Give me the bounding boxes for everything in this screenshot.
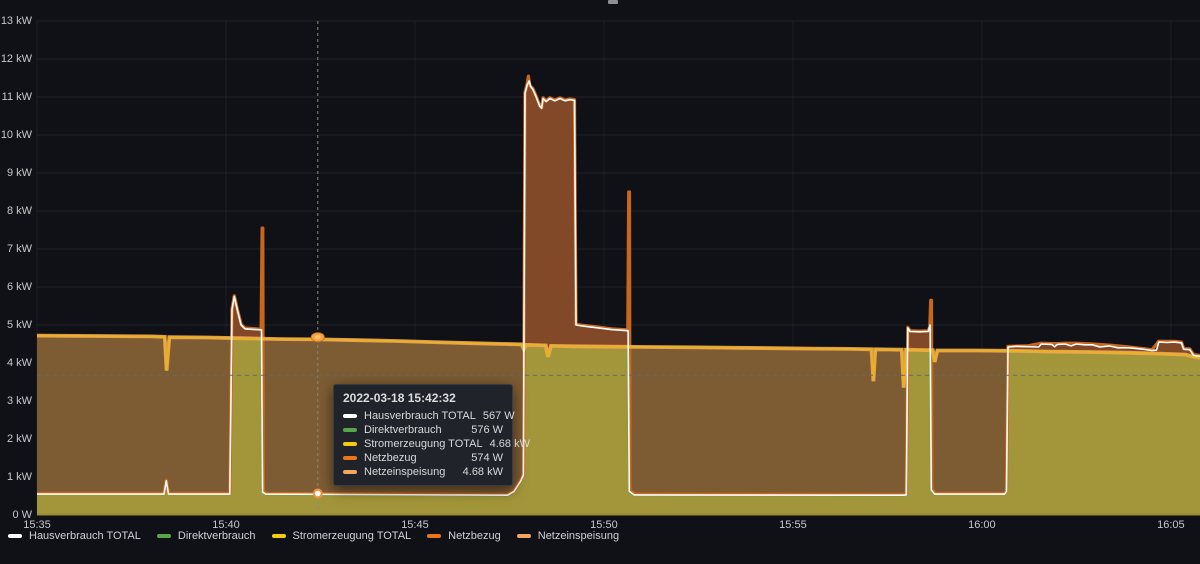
- x-tick-label: 15:35: [23, 519, 51, 531]
- x-tick-label: 16:00: [968, 519, 996, 531]
- legend-color-swatch: [516, 534, 531, 538]
- legend-label: Direktverbrauch: [177, 530, 256, 542]
- tooltip-series-value: 567 W: [482, 410, 515, 422]
- legend-color-swatch: [271, 534, 286, 538]
- y-tick-label: 8 kW: [6, 205, 32, 217]
- y-tick-label: 2 kW: [6, 433, 32, 445]
- legend-label: Netzbezug: [448, 530, 501, 542]
- legend-color-swatch: [156, 534, 171, 538]
- legend-label: Hausverbrauch TOTAL: [29, 530, 141, 542]
- tooltip-row: Stromerzeugung TOTAL 4.68 kW: [343, 438, 530, 450]
- legend-label: Stromerzeugung TOTAL: [292, 530, 412, 542]
- tooltip-series-label: Netzeinspeisung: [364, 466, 446, 478]
- tooltip-series-label: Direktverbrauch: [364, 424, 442, 436]
- direct-use-area: [37, 338, 1200, 515]
- y-tick-label: 11 kW: [1, 91, 32, 103]
- legend-item-netzeinspeisung[interactable]: Netzeinspeisung: [516, 530, 620, 542]
- y-tick-label: 5 kW: [6, 319, 32, 331]
- legend-color-swatch: [427, 534, 442, 538]
- y-tick-label: 1 kW: [6, 471, 32, 483]
- y-tick-label: 9 kW: [6, 167, 32, 179]
- tooltip-series-label: Hausverbrauch TOTAL: [364, 410, 476, 422]
- y-tick-label: 12 kW: [0, 53, 32, 65]
- tooltip: 2022-03-18 15:42:32 Hausverbrauch TOTAL 5…: [333, 384, 530, 486]
- series-color-swatch: [343, 442, 357, 446]
- x-tick-label: 15:45: [401, 519, 429, 531]
- tooltip-series-label: Netzbezug: [364, 452, 417, 464]
- series-color-swatch: [343, 414, 357, 418]
- tooltip-series-value: 4.68 kW: [462, 466, 503, 478]
- legend: Hausverbrauch TOTAL Direktverbrauch Strome…: [8, 530, 619, 542]
- tooltip-row: Netzbezug 574 W: [343, 452, 503, 464]
- tooltip-series-value: 574 W: [471, 452, 503, 464]
- legend-color-swatch: [8, 534, 22, 538]
- series-color-swatch: [343, 428, 357, 432]
- series-hausverbrauch-line: [37, 80, 1200, 496]
- y-tick-label: 6 kW: [6, 281, 32, 293]
- legend-item-hausverbrauch-total[interactable]: Hausverbrauch TOTAL: [8, 530, 141, 542]
- x-tick-label: 15:55: [779, 519, 807, 531]
- panel-title-fragment: [608, 0, 618, 4]
- legend-item-netzbezug[interactable]: Netzbezug: [427, 530, 501, 542]
- y-tick-label: 10 kW: [0, 129, 32, 141]
- x-tick-label: 15:40: [212, 519, 240, 531]
- tooltip-row: Hausverbrauch TOTAL 567 W: [343, 410, 515, 422]
- x-tick-label: 16:05: [1157, 519, 1185, 531]
- tooltip-timestamp: 2022-03-18 15:42:32: [343, 391, 456, 405]
- series-color-swatch: [343, 456, 357, 460]
- series-stromerzeugung-line: [36, 334, 1200, 388]
- tooltip-series-label: Stromerzeugung TOTAL: [364, 438, 483, 450]
- legend-label: Netzeinspeisung: [537, 530, 620, 542]
- hover-marker-hausverbrauch: [315, 490, 321, 497]
- tooltip-series-value: 4.68 kW: [489, 438, 530, 450]
- y-tick-label: 7 kW: [6, 243, 32, 255]
- y-tick-label: 0 W: [12, 509, 32, 521]
- tooltip-row: Direktverbrauch 576 W: [343, 424, 503, 436]
- legend-item-stromerzeugung-total[interactable]: Stromerzeugung TOTAL: [271, 530, 412, 542]
- legend-item-direktverbrauch[interactable]: Direktverbrauch: [156, 530, 256, 542]
- tooltip-series-value: 576 W: [471, 424, 503, 436]
- y-tick-label: 4 kW: [6, 357, 32, 369]
- hover-marker-einspeisung-core: [314, 335, 321, 340]
- tooltip-row: Netzeinspeisung 4.68 kW: [343, 466, 503, 478]
- y-tick-label: 13 kW: [0, 15, 32, 27]
- y-tick-label: 3 kW: [6, 395, 32, 407]
- x-tick-label: 15:50: [590, 519, 618, 531]
- series-color-swatch: [343, 470, 357, 474]
